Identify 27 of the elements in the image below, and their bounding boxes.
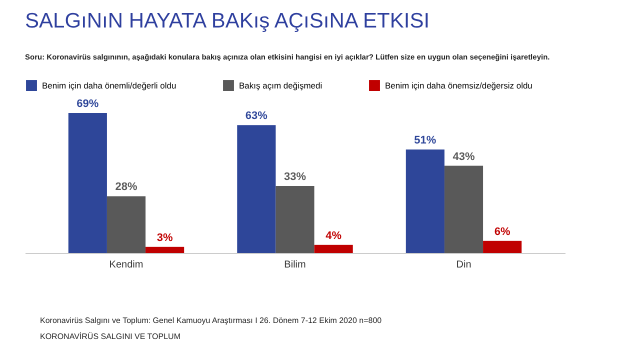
bar (314, 244, 353, 253)
data-label: 51% (414, 134, 436, 147)
chart-title: SALGıNıN HAYATA BAKış AÇıSıNA ETKISI (25, 10, 430, 32)
data-label: 33% (284, 171, 306, 184)
legend-label: Bakış açım değişmedi (239, 80, 322, 91)
bar (276, 186, 314, 253)
data-label: 43% (452, 150, 475, 163)
bar (237, 125, 276, 253)
bar (483, 240, 522, 253)
data-label: 6% (494, 226, 510, 238)
data-label: 4% (326, 230, 342, 242)
data-label: 63% (245, 110, 268, 122)
legend-label: Benim için daha önemsiz/değersiz oldu (385, 80, 533, 91)
legend-label: Benim için daha önemli/değerli oldu (42, 80, 176, 91)
bar (106, 196, 146, 253)
bar (444, 166, 484, 253)
bar (146, 246, 184, 253)
bar (68, 113, 107, 253)
data-label: 3% (156, 232, 173, 244)
bar (406, 150, 444, 253)
data-label: 28% (115, 181, 138, 194)
x-tick-label: Kendim (109, 260, 144, 270)
text: KORONAVİRÜS SALGINI VE TOPLUM (40, 332, 182, 341)
x-tick-label: Din (456, 260, 472, 270)
text: Koronavirüs Salgını ve Toplum: Genel Kamuoyu Araştırması I 26. Dönem 7-12 Ekim 2020 n=800 (40, 316, 382, 325)
data-label: 69% (76, 98, 99, 110)
x-tick-label: Bilim (284, 260, 306, 270)
